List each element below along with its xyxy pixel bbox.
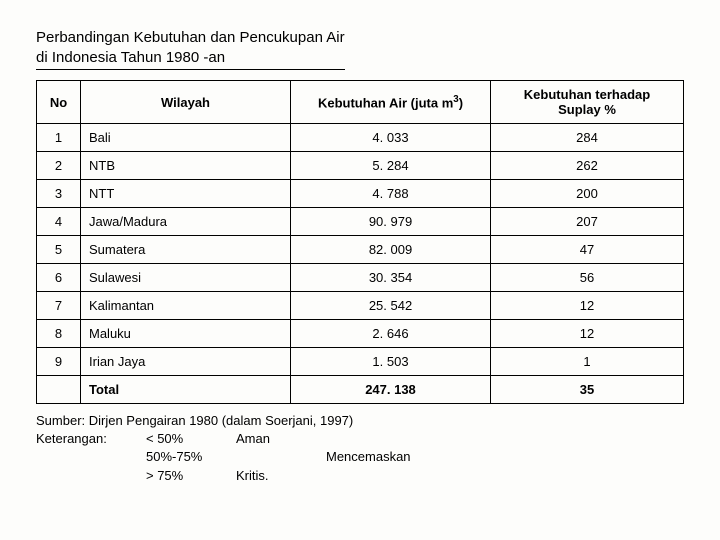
- cell-kebutuhan: 4. 788: [291, 180, 491, 208]
- cell-wilayah: Sulawesi: [81, 264, 291, 292]
- cell-kebutuhan: 5. 284: [291, 152, 491, 180]
- cell-pct: 284: [491, 124, 684, 152]
- cell-kebutuhan: 30. 354: [291, 264, 491, 292]
- cell-wilayah: NTT: [81, 180, 291, 208]
- cell-total-pct: 35: [491, 376, 684, 404]
- cell-pct: 207: [491, 208, 684, 236]
- cell-pct: 47: [491, 236, 684, 264]
- table-row: 8Maluku2. 64612: [37, 320, 684, 348]
- legend-status-1: Mencemaskan: [326, 448, 446, 466]
- col-wilayah: Wilayah: [81, 81, 291, 124]
- cell-kebutuhan: 1. 503: [291, 348, 491, 376]
- table-row: 1Bali4. 033284: [37, 124, 684, 152]
- col-suplay: Kebutuhan terhadap Suplay %: [491, 81, 684, 124]
- cell-wilayah: NTB: [81, 152, 291, 180]
- data-table: No Wilayah Kebutuhan Air (juta m3) Kebut…: [36, 80, 684, 404]
- cell-kebutuhan: 25. 542: [291, 292, 491, 320]
- cell-wilayah: Maluku: [81, 320, 291, 348]
- table-row: 7Kalimantan25. 54212: [37, 292, 684, 320]
- cell-kebutuhan: 90. 979: [291, 208, 491, 236]
- table-row: 4Jawa/Madura90. 979207: [37, 208, 684, 236]
- cell-pct: 12: [491, 320, 684, 348]
- sumber: Sumber: Dirjen Pengairan 1980 (dalam Soe…: [36, 412, 684, 430]
- col-kebutuhan: Kebutuhan Air (juta m3): [291, 81, 491, 124]
- cell-no: 3: [37, 180, 81, 208]
- cell-wilayah: Bali: [81, 124, 291, 152]
- cell-pct: 262: [491, 152, 684, 180]
- cell-wilayah: Jawa/Madura: [81, 208, 291, 236]
- cell-no: 7: [37, 292, 81, 320]
- cell-wilayah: Kalimantan: [81, 292, 291, 320]
- cell-no: 2: [37, 152, 81, 180]
- legend-range-2: > 75%: [146, 467, 236, 485]
- cell-total-kebutuhan: 247. 138: [291, 376, 491, 404]
- keterangan-label: Keterangan:: [36, 430, 146, 448]
- cell-no: 6: [37, 264, 81, 292]
- col-suplay-l2: Suplay %: [558, 102, 616, 117]
- cell-pct: 56: [491, 264, 684, 292]
- table-row: 6Sulawesi30. 35456: [37, 264, 684, 292]
- cell-kebutuhan: 4. 033: [291, 124, 491, 152]
- cell-pct: 200: [491, 180, 684, 208]
- cell-no: 5: [37, 236, 81, 264]
- col-suplay-l1: Kebutuhan terhadap: [524, 87, 650, 102]
- col-kebutuhan-pre: Kebutuhan Air (juta m: [318, 95, 453, 110]
- footer: Sumber: Dirjen Pengairan 1980 (dalam Soe…: [36, 412, 684, 485]
- table-row: 2NTB5. 284262: [37, 152, 684, 180]
- cell-no-total: [37, 376, 81, 404]
- cell-kebutuhan: 2. 646: [291, 320, 491, 348]
- title-line2: di Indonesia Tahun 1980 -an: [36, 49, 225, 66]
- title-line1: Perbandingan Kebutuhan dan Pencukupan Ai…: [36, 29, 345, 46]
- legend-status-0: Aman: [236, 430, 326, 448]
- col-kebutuhan-post: ): [459, 95, 463, 110]
- legend: Keterangan: < 50% Aman 50%-75% Mencemask…: [36, 430, 684, 485]
- cell-pct: 12: [491, 292, 684, 320]
- table-row: 9Irian Jaya1. 5031: [37, 348, 684, 376]
- cell-no: 8: [37, 320, 81, 348]
- cell-pct: 1: [491, 348, 684, 376]
- legend-range-1: 50%-75%: [146, 448, 236, 466]
- legend-status-2: Kritis.: [236, 467, 326, 485]
- cell-no: 4: [37, 208, 81, 236]
- col-no: No: [37, 81, 81, 124]
- cell-kebutuhan: 82. 009: [291, 236, 491, 264]
- table-row: 3NTT4. 788200: [37, 180, 684, 208]
- cell-wilayah: Irian Jaya: [81, 348, 291, 376]
- table-row: 5Sumatera82. 00947: [37, 236, 684, 264]
- cell-no: 1: [37, 124, 81, 152]
- cell-no: 9: [37, 348, 81, 376]
- cell-wilayah: Sumatera: [81, 236, 291, 264]
- table-header-row: No Wilayah Kebutuhan Air (juta m3) Kebut…: [37, 81, 684, 124]
- page-title: Perbandingan Kebutuhan dan Pencukupan Ai…: [36, 28, 345, 70]
- table-total-row: Total247. 13835: [37, 376, 684, 404]
- cell-total-label: Total: [81, 376, 291, 404]
- legend-range-0: < 50%: [146, 430, 236, 448]
